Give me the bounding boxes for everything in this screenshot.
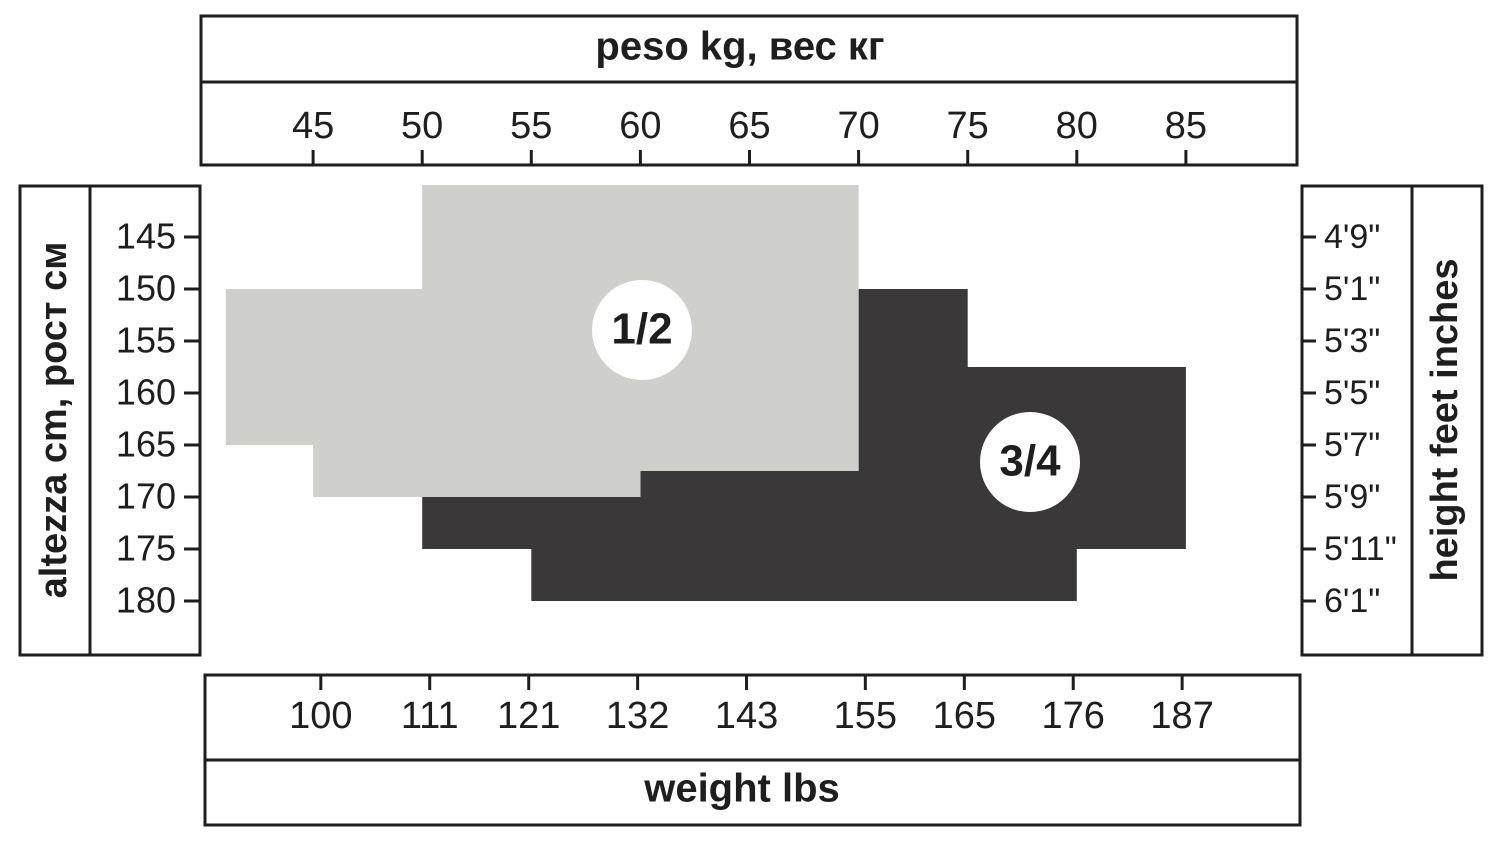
region-badge [980,412,1080,512]
x-tick-label: 70 [837,105,879,147]
y-tick-label: 175 [116,528,176,569]
chart-title: peso kg, вес кг [595,25,884,69]
y-axis-title: altezza cm, рост см [33,242,75,599]
x-tick-label: 45 [292,105,334,147]
x-tick-label: 80 [1056,105,1098,147]
x-tick-label: 50 [401,105,443,147]
x-tick-label: 55 [510,105,552,147]
x2-tick-label: 121 [497,695,560,737]
y-tick-label: 150 [116,268,176,309]
region-label: 3/4 [999,437,1061,486]
right-frame [1300,184,1484,657]
size-region [225,185,859,497]
y2-tick-label: 5'7" [1324,426,1380,464]
y-tick-label: 165 [116,424,176,465]
x2-tick-label: 111 [401,695,459,737]
x-axis-title: weight lbs [643,767,840,811]
x2-tick-label: 165 [933,695,996,737]
y-tick-label: 180 [116,580,176,621]
region-badge [592,280,692,380]
x2-tick-label: 143 [715,695,778,737]
region-label: 1/2 [611,305,672,354]
y2-tick-label: 5'9" [1324,478,1380,516]
y2-tick-label: 5'1" [1324,270,1380,308]
y-tick-label: 155 [116,320,176,361]
left-frame [18,184,202,657]
y-tick-label: 145 [116,216,176,257]
y2-tick-label: 6'1" [1324,582,1380,620]
bottom-frame [203,673,1302,827]
size-region [422,289,1186,601]
y-tick-label: 160 [116,372,176,413]
y2-tick-label: 5'11" [1324,530,1397,568]
y2-tick-label: 4'9" [1324,218,1380,256]
y2-tick-label: 5'3" [1324,322,1380,360]
x2-tick-label: 100 [289,695,352,737]
x-tick-label: 75 [947,105,989,147]
x-tick-label: 65 [728,105,770,147]
y2-tick-label: 5'5" [1324,374,1380,412]
x2-tick-label: 155 [834,695,897,737]
x-tick-label: 85 [1165,105,1207,147]
y2-axis-title: height feet inches [1424,258,1466,581]
x2-tick-label: 187 [1150,695,1213,737]
y-tick-label: 170 [116,476,176,517]
x2-tick-label: 132 [606,695,669,737]
x2-tick-label: 176 [1042,695,1105,737]
x-tick-label: 60 [619,105,661,147]
